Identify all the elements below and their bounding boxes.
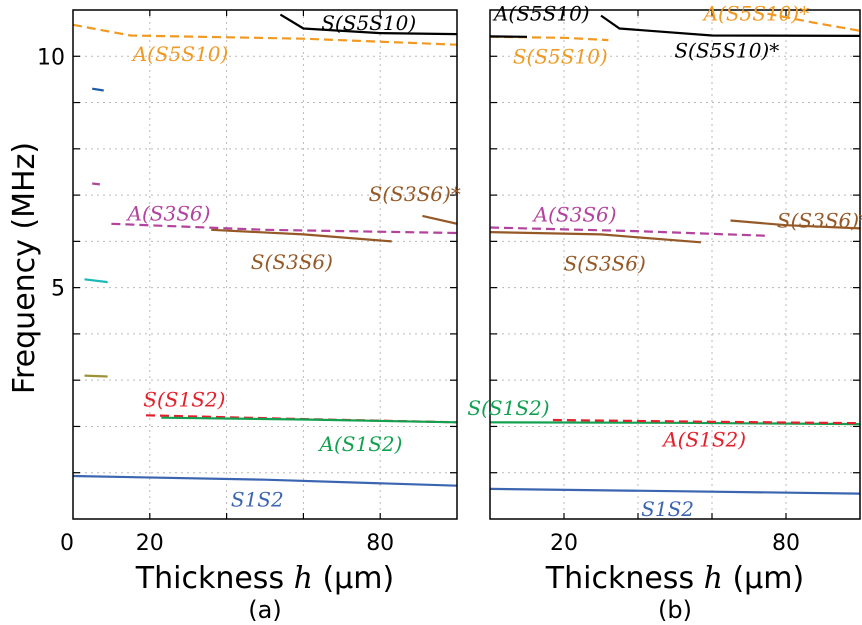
series-annotation: S1S2 — [641, 497, 694, 521]
series-line — [92, 87, 104, 92]
series-line-ss5s10* — [600, 14, 860, 37]
series-line-s1s2 — [73, 474, 457, 487]
series-annotation: A(S3S6) — [126, 202, 211, 226]
series-annotation: A(S1S2) — [661, 427, 746, 451]
y-tick-label: 10 — [37, 45, 65, 70]
panel-b: 20 80 Thickness h (μm)(b) A(S5S10) A(S5S10)*… — [467, 2, 862, 624]
plot-frame — [489, 9, 861, 520]
series-line-ss3s6* — [422, 214, 457, 225]
series-annotation: A(S3S6) — [532, 203, 617, 227]
series-line-ss5s10 — [279, 13, 457, 36]
series-annotation: S(S1S2) — [467, 396, 549, 420]
x-tick-label: 0 — [60, 531, 74, 556]
series-line-ss5s10 — [490, 35, 609, 42]
series-line-ss3s6 — [490, 231, 701, 244]
x-tick-label: 20 — [136, 531, 164, 556]
series-annotation: S1S2 — [231, 488, 284, 512]
panel-a: 0 20 80 5 10 Thickness h (μm)(a) S(S5S10) A(S5S… — [37, 9, 461, 624]
series-annotation: S(S5S10)* — [674, 39, 779, 63]
series-annotation: A(S5S10) — [131, 42, 229, 66]
series-annotation: S(S3S6) — [251, 250, 333, 274]
series-line — [84, 374, 108, 378]
series-line-as3s6 — [111, 222, 457, 235]
series-line-as1s2 — [552, 418, 860, 425]
series-annotation: S(S1S2) — [143, 388, 225, 412]
series-line-ss1s2 — [490, 421, 860, 426]
series-annotation: S(S3S6) — [564, 252, 646, 276]
plot-frame — [72, 9, 458, 520]
series-line-as5s10* — [767, 12, 860, 32]
x-tick-label: 80 — [772, 531, 800, 556]
x-axis-title: Thickness h (μm) — [545, 561, 804, 596]
y-tick-label: 5 — [51, 277, 65, 302]
panel-label: (a) — [248, 596, 281, 624]
series-line-as5s10 — [73, 23, 457, 46]
x-tick-label: 80 — [366, 531, 394, 556]
series-annotation: S(S3S6)* — [369, 182, 461, 206]
panel-label: (b) — [658, 596, 692, 624]
series-annotation: S(S3S6)* — [777, 209, 862, 233]
series-line-ss3s6* — [730, 219, 860, 230]
x-axis-title: Thickness h (μm) — [135, 561, 394, 596]
series-annotation: A(S5S10) — [492, 2, 590, 26]
series-line-s1s2 — [490, 487, 860, 495]
series-annotation: S(S5S10) — [513, 44, 608, 68]
series-line-as3s6 — [490, 226, 768, 237]
series-line — [84, 278, 108, 284]
y-axis-title: Frequency (MHz) — [7, 142, 42, 394]
series-line-ss3s6 — [211, 228, 392, 243]
series-annotation: S(S5S10) — [321, 11, 416, 35]
series-line-as1s2 — [161, 416, 457, 424]
x-tick-label: 20 — [550, 531, 578, 556]
series-annotation: A(S1S2) — [318, 432, 403, 456]
series-line — [92, 182, 101, 186]
series-annotation: A(S5S10)* — [702, 2, 810, 26]
